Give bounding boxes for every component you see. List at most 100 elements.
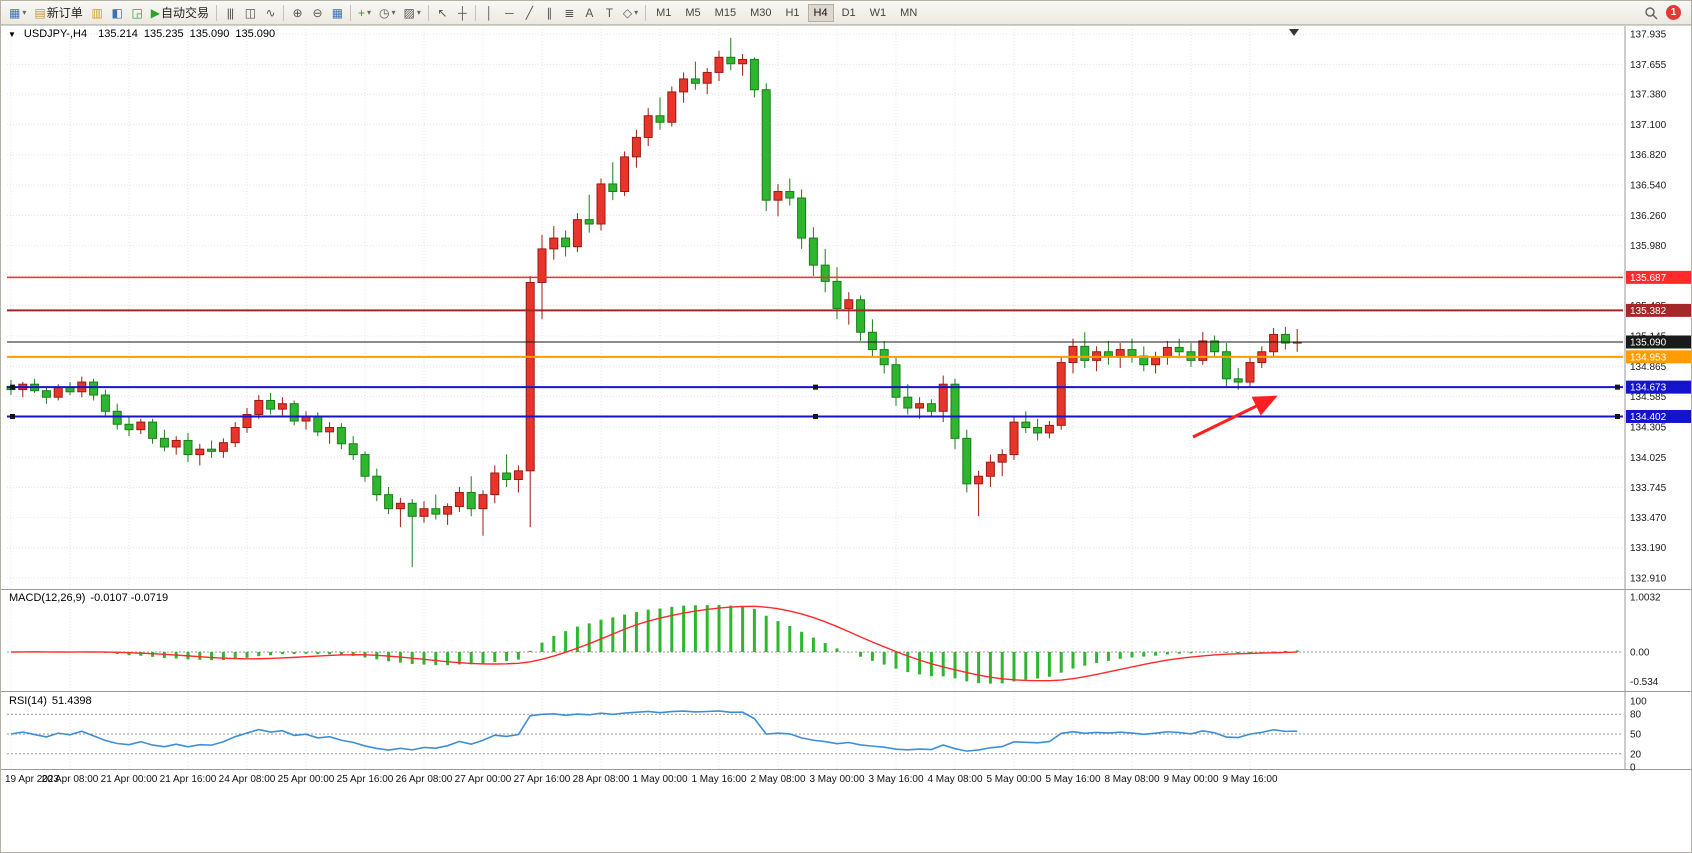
timeframe-w1-button[interactable]: W1 bbox=[869, 6, 887, 19]
market-watch-button[interactable]: ▥ bbox=[87, 3, 107, 23]
svg-text:132.910: 132.910 bbox=[1630, 574, 1667, 585]
bar-chart-icon: ||| bbox=[226, 5, 234, 20]
templates-icon: ▨ bbox=[403, 5, 415, 20]
macd-pane bbox=[7, 604, 1623, 684]
svg-text:9 May 16:00: 9 May 16:00 bbox=[1222, 774, 1277, 785]
chart-plot-area[interactable] bbox=[1, 25, 1692, 853]
svg-text:-0.534: -0.534 bbox=[1630, 677, 1659, 688]
chart-shift-marker[interactable] bbox=[1289, 29, 1299, 36]
price-tag-134.673 bbox=[1626, 380, 1691, 394]
candlestick-chart-button[interactable]: ◫ bbox=[240, 3, 260, 23]
svg-text:5 May 16:00: 5 May 16:00 bbox=[1045, 774, 1100, 785]
search-button[interactable] bbox=[1640, 3, 1662, 23]
channel-button[interactable]: ∥ bbox=[539, 3, 559, 23]
tile-windows-button[interactable]: ▦ bbox=[327, 3, 347, 23]
bar-chart-button[interactable]: ||| bbox=[220, 3, 240, 23]
hline-handle[interactable] bbox=[1615, 413, 1620, 419]
hline-handle[interactable] bbox=[1615, 384, 1620, 390]
svg-text:136.820: 136.820 bbox=[1630, 150, 1667, 161]
auto-trading-icon: ▶ bbox=[150, 5, 160, 20]
timeframe-m15-button[interactable]: M15 bbox=[714, 6, 737, 19]
svg-text:1 May 00:00: 1 May 00:00 bbox=[632, 774, 687, 785]
zoom-out-button[interactable]: ⊖ bbox=[307, 3, 327, 23]
price-scale[interactable] bbox=[1625, 25, 1692, 769]
periods-icon: ◷ bbox=[379, 5, 390, 20]
hline-handle[interactable] bbox=[813, 384, 818, 390]
svg-text:0: 0 bbox=[1630, 763, 1636, 774]
new-chart-button[interactable]: ▦ ▾ bbox=[5, 3, 30, 23]
toolbar-separator bbox=[645, 4, 647, 21]
svg-text:27 Apr 00:00: 27 Apr 00:00 bbox=[455, 774, 512, 785]
timeframe-m30-button[interactable]: M30 bbox=[750, 6, 772, 19]
svg-text:20: 20 bbox=[1630, 749, 1642, 760]
macd-axis-labels: 1.0032 0.00 -0.534 bbox=[1630, 592, 1661, 688]
annotation-arrow[interactable] bbox=[1192, 395, 1278, 439]
chevron-down-icon: ▾ bbox=[634, 8, 639, 17]
vertical-line-button[interactable]: │ bbox=[479, 3, 499, 23]
price-tag-135.382 bbox=[1626, 303, 1691, 317]
search-icon bbox=[1645, 6, 1658, 20]
new-order-button[interactable]: ▤ 新订单 bbox=[30, 3, 86, 23]
horizontal-line-button[interactable]: ─ bbox=[499, 3, 519, 23]
svg-text:50: 50 bbox=[1630, 730, 1642, 741]
price-tag-134.402 bbox=[1626, 409, 1691, 423]
chart-canvas[interactable]: 137.935 137.655 137.380 137.100 136.820 136.5… bbox=[1, 25, 1692, 853]
zoom-in-icon: ⊕ bbox=[292, 5, 302, 20]
text-button[interactable]: A bbox=[579, 3, 599, 23]
svg-text:80: 80 bbox=[1630, 710, 1642, 721]
hline-handle[interactable] bbox=[10, 413, 15, 419]
label-icon: T bbox=[605, 5, 613, 20]
navigator-button[interactable]: ◧ bbox=[107, 3, 127, 23]
timeframe-h1-button[interactable]: H1 bbox=[785, 6, 800, 19]
terminal-button[interactable]: ◲ bbox=[127, 3, 147, 23]
rsi-axis-labels: 100 80 50 20 0 bbox=[1630, 697, 1647, 774]
zoom-out-icon: ⊖ bbox=[312, 5, 322, 20]
timeframe-mn-button[interactable]: MN bbox=[900, 6, 918, 19]
cursor-icon: ↖ bbox=[437, 5, 447, 20]
text-icon: A bbox=[585, 5, 593, 20]
line-chart-button[interactable]: ∿ bbox=[260, 3, 280, 23]
svg-text:27 Apr 16:00: 27 Apr 16:00 bbox=[514, 774, 571, 785]
navigator-icon: ◧ bbox=[111, 5, 123, 20]
timeframe-d1-button[interactable]: D1 bbox=[841, 6, 856, 19]
time-axis[interactable] bbox=[1, 770, 1692, 792]
indicators-icon: + bbox=[357, 5, 365, 20]
svg-text:2 May 08:00: 2 May 08:00 bbox=[750, 774, 805, 785]
price-tag-text: 135.382 bbox=[1630, 306, 1667, 317]
notifications-badge[interactable]: 1 bbox=[1666, 5, 1681, 20]
cursor-button[interactable]: ↖ bbox=[432, 3, 452, 23]
svg-text:134.865: 134.865 bbox=[1630, 362, 1667, 373]
svg-text:4 May 08:00: 4 May 08:00 bbox=[927, 774, 982, 785]
indicators-button[interactable]: + ▾ bbox=[354, 3, 375, 23]
svg-text:137.100: 137.100 bbox=[1630, 120, 1667, 131]
price-tag-text: 134.402 bbox=[1630, 412, 1667, 423]
timeframe-m1-button[interactable]: M1 bbox=[656, 6, 672, 19]
toolbar-separator bbox=[349, 4, 351, 21]
hline-handle[interactable] bbox=[10, 384, 15, 390]
crosshair-button[interactable]: ┼ bbox=[452, 3, 472, 23]
timeframe-m5-button[interactable]: M5 bbox=[685, 6, 701, 19]
svg-text:137.655: 137.655 bbox=[1630, 60, 1667, 71]
fibonacci-button[interactable]: ≣ bbox=[559, 3, 579, 23]
auto-trading-button[interactable]: ▶ 自动交易 bbox=[147, 3, 213, 23]
trendline-icon: ╱ bbox=[525, 5, 533, 20]
chevron-down-icon: ▾ bbox=[391, 8, 396, 17]
shapes-icon: ◇ bbox=[622, 5, 632, 20]
trendline-button[interactable]: ╱ bbox=[519, 3, 539, 23]
chevron-down-icon: ▾ bbox=[366, 8, 371, 17]
label-button[interactable]: T bbox=[599, 3, 619, 23]
candlestick-chart-icon: ◫ bbox=[244, 5, 256, 20]
toolbar-separator bbox=[215, 4, 217, 21]
svg-text:134.585: 134.585 bbox=[1630, 392, 1667, 403]
svg-text:21 Apr 16:00: 21 Apr 16:00 bbox=[160, 774, 217, 785]
market-watch-icon: ▥ bbox=[91, 5, 103, 20]
svg-text:9 May 00:00: 9 May 00:00 bbox=[1163, 774, 1218, 785]
shapes-button[interactable]: ◇ ▾ bbox=[619, 3, 642, 23]
periods-button[interactable]: ◷ ▾ bbox=[375, 3, 400, 23]
svg-text:0.00: 0.00 bbox=[1630, 648, 1650, 659]
templates-button[interactable]: ▨ ▾ bbox=[400, 3, 425, 23]
hline-handle[interactable] bbox=[813, 413, 818, 419]
price-tag-text: 135.090 bbox=[1630, 337, 1667, 348]
timeframe-h4-button[interactable]: H4 bbox=[807, 3, 834, 22]
zoom-in-button[interactable]: ⊕ bbox=[287, 3, 307, 23]
